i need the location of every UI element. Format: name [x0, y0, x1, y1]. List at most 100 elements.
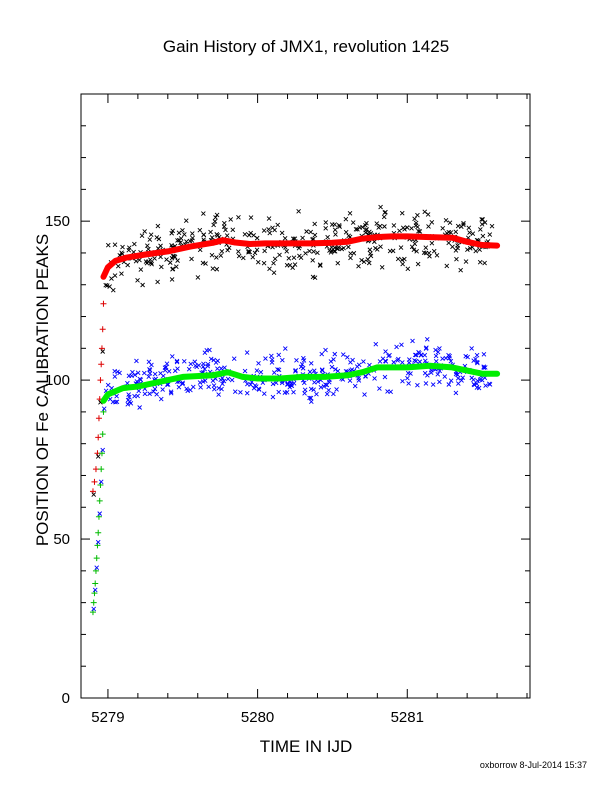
lower-scatter-point	[261, 391, 267, 396]
upper-scatter-point	[144, 260, 150, 266]
upper-scatter-point	[242, 231, 248, 237]
upper-scatter-point	[236, 253, 242, 259]
lower-scatter-point	[147, 391, 152, 397]
lower-scatter-point	[218, 377, 224, 383]
lower-scatter-point	[276, 389, 282, 395]
lower-scatter-point	[164, 361, 170, 366]
upper-scatter-point	[348, 255, 353, 261]
lower-scatter-point	[395, 358, 400, 363]
lower-scatter-point	[324, 391, 330, 397]
upper-scatter-point	[373, 245, 378, 251]
y-tick-label: 150	[45, 213, 70, 230]
upper-scatter-point	[201, 237, 206, 243]
upper-ramp-scatter	[100, 349, 106, 354]
lower-scatter-point	[269, 357, 275, 363]
upper-scatter-point	[180, 228, 185, 233]
lower-scatter-point	[152, 371, 158, 377]
upper-scatter-point	[286, 255, 292, 261]
lower-scatter-point	[412, 352, 418, 358]
lower-scatter-point	[130, 369, 135, 375]
upper-scatter-point	[480, 217, 486, 222]
upper-scatter-point	[152, 256, 157, 261]
upper-scatter-point	[125, 262, 131, 268]
lower-scatter-point	[301, 380, 307, 386]
lower-scatter-point	[125, 402, 131, 407]
lower-scatter-point	[356, 362, 362, 368]
lower-scatter-point	[418, 352, 424, 357]
lower-scatter-point	[221, 378, 227, 384]
lower-scatter-point	[424, 345, 429, 351]
upper-scatter-point	[211, 222, 216, 228]
upper-scatter-point	[479, 217, 484, 222]
lower-ramp-point	[98, 466, 105, 473]
upper-scatter-point	[332, 227, 338, 233]
upper-scatter-point	[142, 229, 148, 234]
lower-ramp-scatter	[97, 511, 103, 516]
upper-scatter-point	[343, 216, 349, 222]
upper-scatter-point	[284, 248, 290, 254]
upper-scatter-point	[146, 246, 151, 252]
lower-scatter-point	[160, 387, 165, 392]
upper-scatter-point	[282, 235, 288, 241]
lower-scatter-point	[362, 392, 367, 397]
lower-scatter-point	[202, 378, 208, 383]
upper-scatter-point	[397, 228, 402, 234]
lower-scatter-point	[408, 371, 413, 376]
plot-frame	[80, 93, 531, 699]
lower-scatter-point	[481, 364, 487, 370]
upper-ramp-point	[95, 434, 102, 441]
lower-scatter-point	[276, 352, 282, 358]
lower-scatter-point	[437, 379, 442, 385]
lower-scatter-point	[174, 359, 180, 365]
upper-scatter-point	[404, 225, 410, 230]
upper-scatter-point	[363, 230, 368, 235]
chart-title: Gain History of JMX1, revolution 1425	[163, 37, 449, 56]
lower-scatter-point	[169, 354, 175, 359]
lower-scatter-point	[146, 359, 152, 365]
y-tick-label: 100	[45, 372, 70, 389]
upper-scatter-point	[176, 237, 182, 243]
upper-scatter-point	[275, 222, 281, 228]
lower-scatter-point	[319, 351, 325, 357]
x-tick-label: 5280	[241, 709, 274, 726]
upper-scatter-point	[329, 248, 334, 254]
lower-scatter-point	[469, 346, 474, 351]
upper-scatter-point	[339, 246, 345, 252]
upper-scatter-point	[307, 248, 312, 254]
upper-scatter-point	[399, 257, 405, 263]
upper-scatter-point	[169, 230, 175, 236]
lower-scatter-point	[142, 391, 148, 397]
upper-scatter-point	[444, 263, 450, 269]
upper-scatter-point	[189, 231, 195, 236]
lower-scatter-point	[474, 381, 480, 387]
lower-scatter-point	[486, 381, 492, 387]
upper-scatter-point	[214, 255, 219, 260]
upper-scatter-point	[182, 232, 187, 237]
upper-scatter-point	[398, 245, 404, 250]
lower-scatter-point	[471, 358, 477, 364]
lower-scatter-point	[424, 337, 430, 342]
upper-scatter-point	[213, 215, 218, 220]
upper-scatter-point	[201, 232, 206, 238]
upper-scatter-point	[290, 265, 295, 270]
lower-ramp-scatter	[95, 539, 101, 545]
upper-scatter-point	[271, 270, 277, 276]
lower-scatter-point	[314, 391, 319, 397]
upper-scatter-point	[209, 252, 215, 258]
lower-scatter-point	[307, 395, 312, 401]
lower-scatter-point	[216, 392, 221, 397]
upper-scatter-point	[236, 214, 241, 220]
lower-scatter-point	[388, 389, 393, 395]
lower-scatter-point	[413, 352, 419, 358]
lower-scatter-point	[469, 375, 475, 381]
lower-scatter-point	[453, 390, 459, 396]
lower-scatter-point	[422, 352, 428, 358]
upper-scatter-point	[222, 220, 227, 226]
upper-scatter-point	[246, 248, 251, 254]
upper-scatter-point	[212, 219, 218, 224]
y-tick-label: 0	[62, 690, 70, 707]
lower-scatter-point	[399, 360, 405, 365]
upper-scatter-point	[292, 262, 298, 267]
upper-scatter-point	[356, 263, 361, 269]
upper-scatter-point	[368, 253, 374, 259]
